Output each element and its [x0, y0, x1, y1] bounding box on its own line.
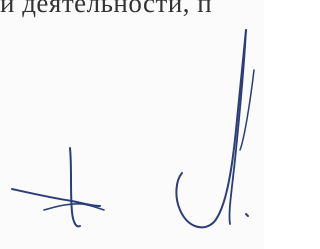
- signature-left: [12, 148, 104, 226]
- document-fragment: и деятельности, п: [0, 0, 264, 249]
- signature-right: [176, 30, 254, 227]
- signatures: [0, 0, 264, 249]
